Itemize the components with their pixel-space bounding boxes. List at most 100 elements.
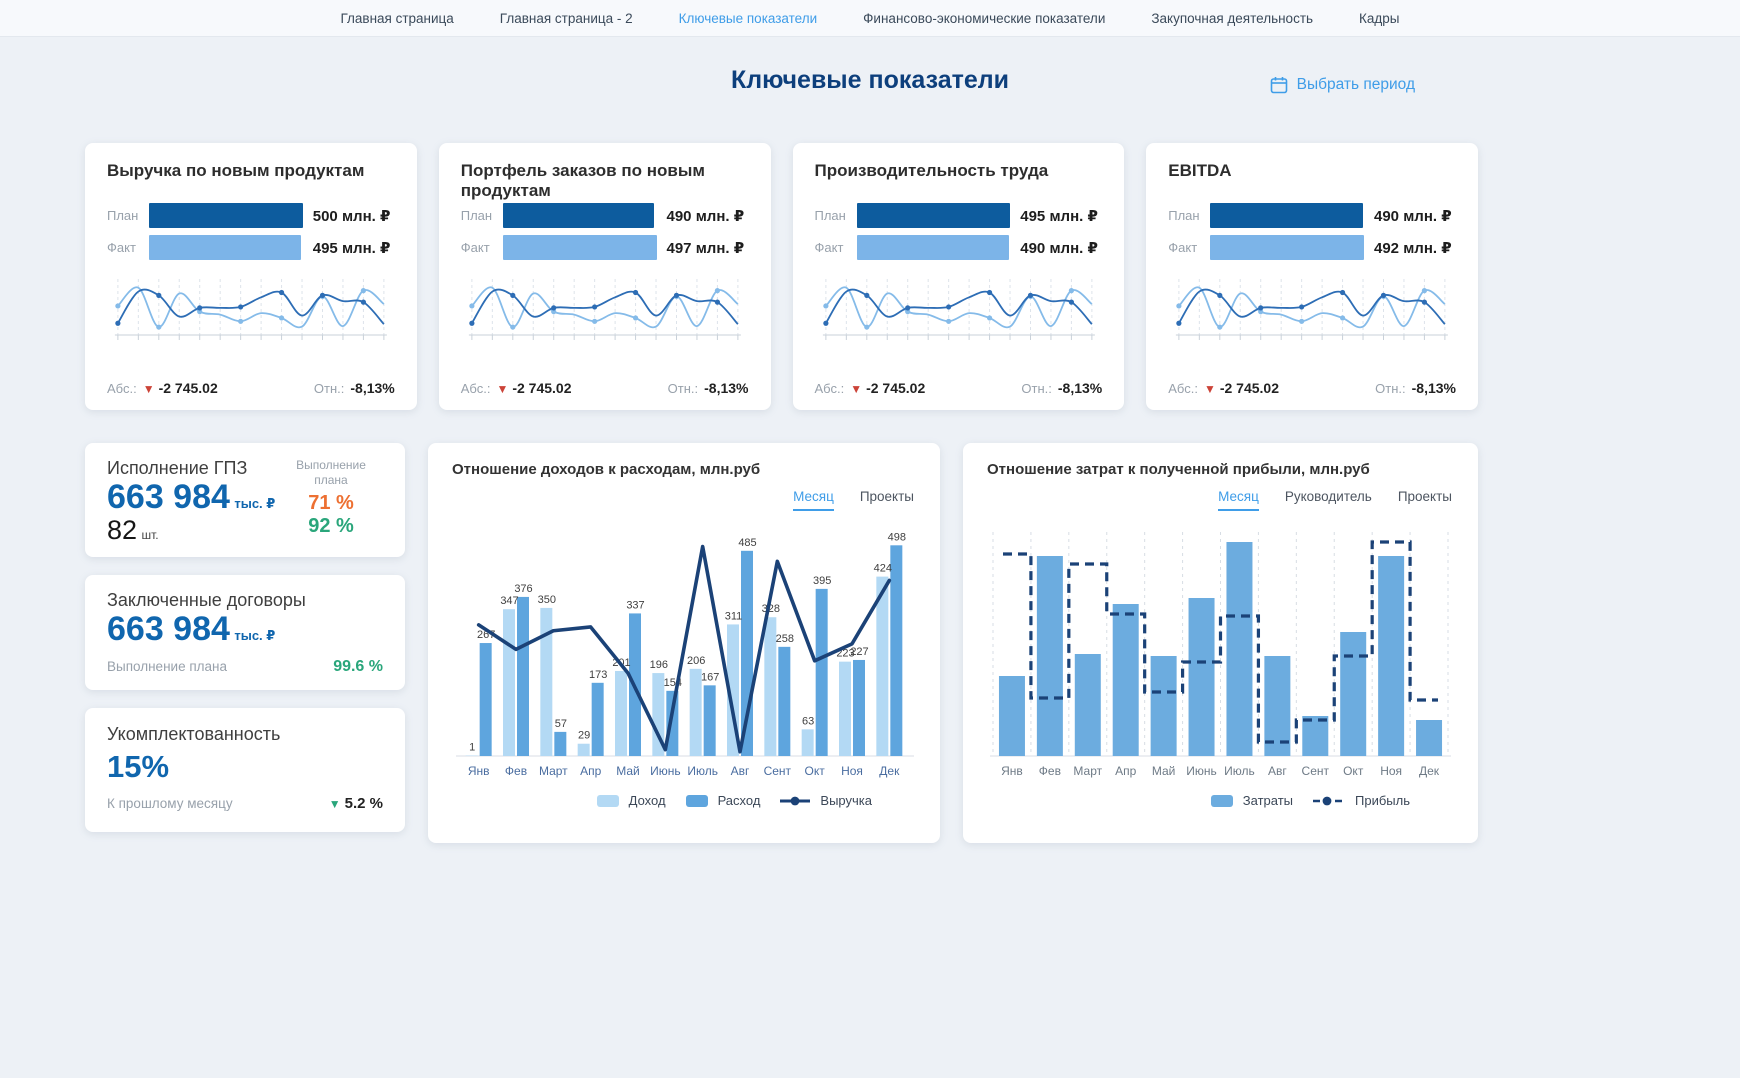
svg-text:Дек: Дек [879,764,900,778]
rel-label: Отн.: [1375,381,1406,396]
cost-profit-chart: Янв Фев Март Апр Май Июнь Июль Авг Сент Окт Ноя Дек [990,532,1451,778]
fact-label: Факт [107,240,136,255]
chart-legend: Затраты Прибыль [987,793,1454,808]
svg-text:337: 337 [626,599,644,611]
nav-item-procurement[interactable]: Закупочная деятельность [1151,10,1314,26]
tab-projects[interactable]: Проекты [859,489,914,504]
svg-text:Март: Март [539,764,568,778]
svg-text:311: 311 [725,610,743,622]
gpz-execution-card: Исполнение ГПЗ 663 984 тыс. ₽ 82 шт. Вып… [85,443,405,557]
nav-item-hr[interactable]: Кадры [1359,10,1400,26]
svg-text:29: 29 [578,730,590,742]
svg-text:173: 173 [589,669,607,681]
fact-bar [856,235,1009,260]
svg-text:Март: Март [1073,764,1102,778]
chart-tabs: Месяц Руководитель Проекты [1218,489,1452,511]
svg-text:Апр: Апр [1115,764,1137,778]
svg-text:Авг: Авг [1268,764,1287,778]
tab-projects[interactable]: Проекты [1397,489,1452,504]
plan-bar [856,203,1011,228]
kpi-card-order-portfolio: Портфель заказов по новым продуктам План… [438,143,771,410]
income-legend-label: Доход [628,793,666,808]
fact-bar [502,235,657,260]
svg-text:395: 395 [813,575,831,587]
fact-bar [149,235,302,260]
svg-text:Авг: Авг [731,764,750,778]
kpi-card-ebitda: EBITDA План 490 млн. ₽ Факт 492 млн. ₽ А… [1146,143,1478,410]
plan-label: План [460,208,493,223]
select-period-button[interactable]: Выбрать период [1270,76,1415,94]
plan-bar [502,203,655,228]
kpi-card-row: Выручка по новым продуктам План 500 млн.… [85,143,1478,410]
plan-value: 490 млн. ₽ [1374,207,1452,225]
nav-item-home-2[interactable]: Главная страница - 2 [499,10,633,26]
abs-value: -2 745.02 [1219,380,1280,396]
svg-text:347: 347 [500,595,518,607]
svg-text:Фев: Фев [505,764,527,778]
gpz-count-unit: шт. [141,528,159,543]
gpz-pct-orange: 71 % [308,492,354,514]
svg-text:350: 350 [538,594,556,606]
nav-item-finance[interactable]: Финансово-экономические показатели [863,10,1106,26]
contracts-amount-unit: тыс. ₽ [234,628,276,643]
kpi-card-labor-productivity: Производительность труда План 495 млн. ₽… [792,143,1125,410]
staffing-compare-label: К прошлому месяцу [107,796,233,811]
gpz-count: 82 [107,515,138,546]
sparkline-chart [1176,279,1449,340]
plan-bar [149,203,303,228]
svg-text:485: 485 [738,537,756,549]
expense-swatch [685,794,708,807]
rel-value: -8,13% [704,380,749,396]
fact-label: Факт [814,240,844,255]
svg-text:Июнь: Июнь [650,764,681,778]
abs-label: Абс.: [1168,381,1198,396]
abs-value: -2 745.02 [158,380,218,396]
abs-value: -2 745.02 [866,380,926,396]
chart-legend: Доход Расход Выручка [452,793,916,808]
triangle-down-icon: ▼ [328,797,341,811]
tab-month[interactable]: Месяц [793,489,834,511]
svg-text:Июль: Июль [687,764,718,778]
chart-tabs: Месяц Проекты [793,489,914,511]
kpi-title: EBITDA [1168,161,1232,180]
plan-value: 500 млн. ₽ [312,207,391,225]
chart-title: Отношение доходов к расходам, млн.руб [452,461,761,478]
abs-label: Абс.: [107,381,137,396]
svg-text:498: 498 [888,531,906,543]
tab-month[interactable]: Месяц [1218,489,1259,511]
staffing-delta: 5.2 % [344,795,383,812]
sparkline-chart [822,279,1095,340]
svg-text:376: 376 [514,583,532,595]
revenue-legend-label: Выручка [820,793,872,808]
contracts-pct: 99.6 % [333,658,383,676]
contracts-completion-label: Выполнение плана [107,659,227,675]
plan-bar [1210,203,1364,228]
income-expense-chart: 1267Янв347376Фев35057Март29173Апр201337М… [456,531,914,778]
svg-text:Ноя: Ноя [1380,764,1402,778]
tab-manager[interactable]: Руководитель [1284,489,1372,504]
plan-label: План [1168,208,1200,223]
svg-text:Окт: Окт [1343,764,1364,778]
rel-value: -8,13% [350,380,395,396]
profit-dashed-line-icon [1313,796,1346,805]
costs-legend-label: Затраты [1242,793,1294,808]
svg-text:227: 227 [850,646,868,658]
gpz-amount: 663 984 [107,478,230,516]
nav-item-home[interactable]: Главная страница [340,10,454,26]
fact-value: 492 млн. ₽ [1374,239,1452,257]
income-swatch [596,794,619,807]
nav-item-key-indicators[interactable]: Ключевые показатели [678,10,818,26]
rel-value: -8,13% [1411,380,1456,396]
contracts-amount: 663 984 [107,610,230,648]
svg-text:Окт: Окт [805,764,826,778]
gpz-pct-green: 92 % [308,515,354,537]
profit-legend-label: Прибыль [1355,793,1410,808]
staffing-card: Укомплектованность 15% К прошлому месяцу… [85,708,405,832]
svg-text:Июнь: Июнь [1186,764,1217,778]
select-period-label: Выбрать период [1296,76,1415,93]
svg-text:57: 57 [555,718,567,730]
gpz-completion-label: Выполнение плана [296,458,366,487]
rel-label: Отн.: [313,381,345,396]
fact-value: 490 млн. ₽ [1020,239,1098,257]
abs-value: -2 745.02 [512,380,572,396]
